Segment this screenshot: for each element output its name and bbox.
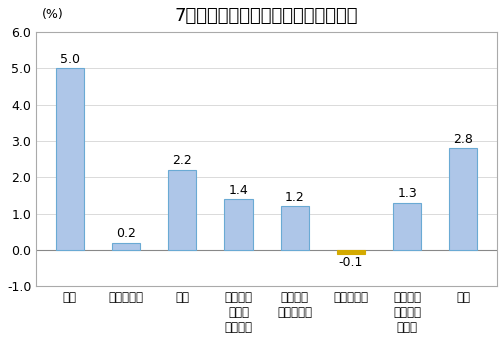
Text: 1.4: 1.4: [229, 183, 248, 196]
Text: 2.8: 2.8: [454, 133, 473, 146]
Bar: [393, 203, 421, 250]
Bar: [224, 199, 253, 250]
Title: 7月份居民消费价格分类别同比涨跌幅: 7月份居民消费价格分类别同比涨跌幅: [175, 7, 358, 25]
Bar: [168, 170, 197, 250]
Bar: [56, 68, 84, 250]
Bar: [281, 206, 309, 250]
Bar: [112, 243, 140, 250]
Text: 1.2: 1.2: [285, 191, 304, 204]
Text: 1.3: 1.3: [397, 187, 417, 200]
Text: -0.1: -0.1: [339, 256, 363, 269]
Bar: [449, 148, 477, 250]
Text: 5.0: 5.0: [60, 53, 80, 66]
Text: 2.2: 2.2: [172, 154, 192, 167]
Bar: [337, 250, 365, 253]
Text: (%): (%): [42, 8, 64, 21]
Text: 0.2: 0.2: [116, 227, 136, 240]
